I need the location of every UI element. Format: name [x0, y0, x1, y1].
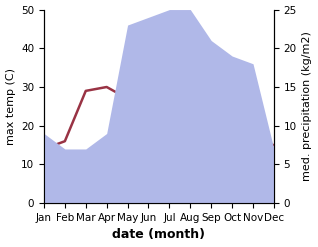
- Y-axis label: med. precipitation (kg/m2): med. precipitation (kg/m2): [302, 31, 313, 181]
- X-axis label: date (month): date (month): [113, 228, 205, 242]
- Y-axis label: max temp (C): max temp (C): [5, 68, 16, 145]
